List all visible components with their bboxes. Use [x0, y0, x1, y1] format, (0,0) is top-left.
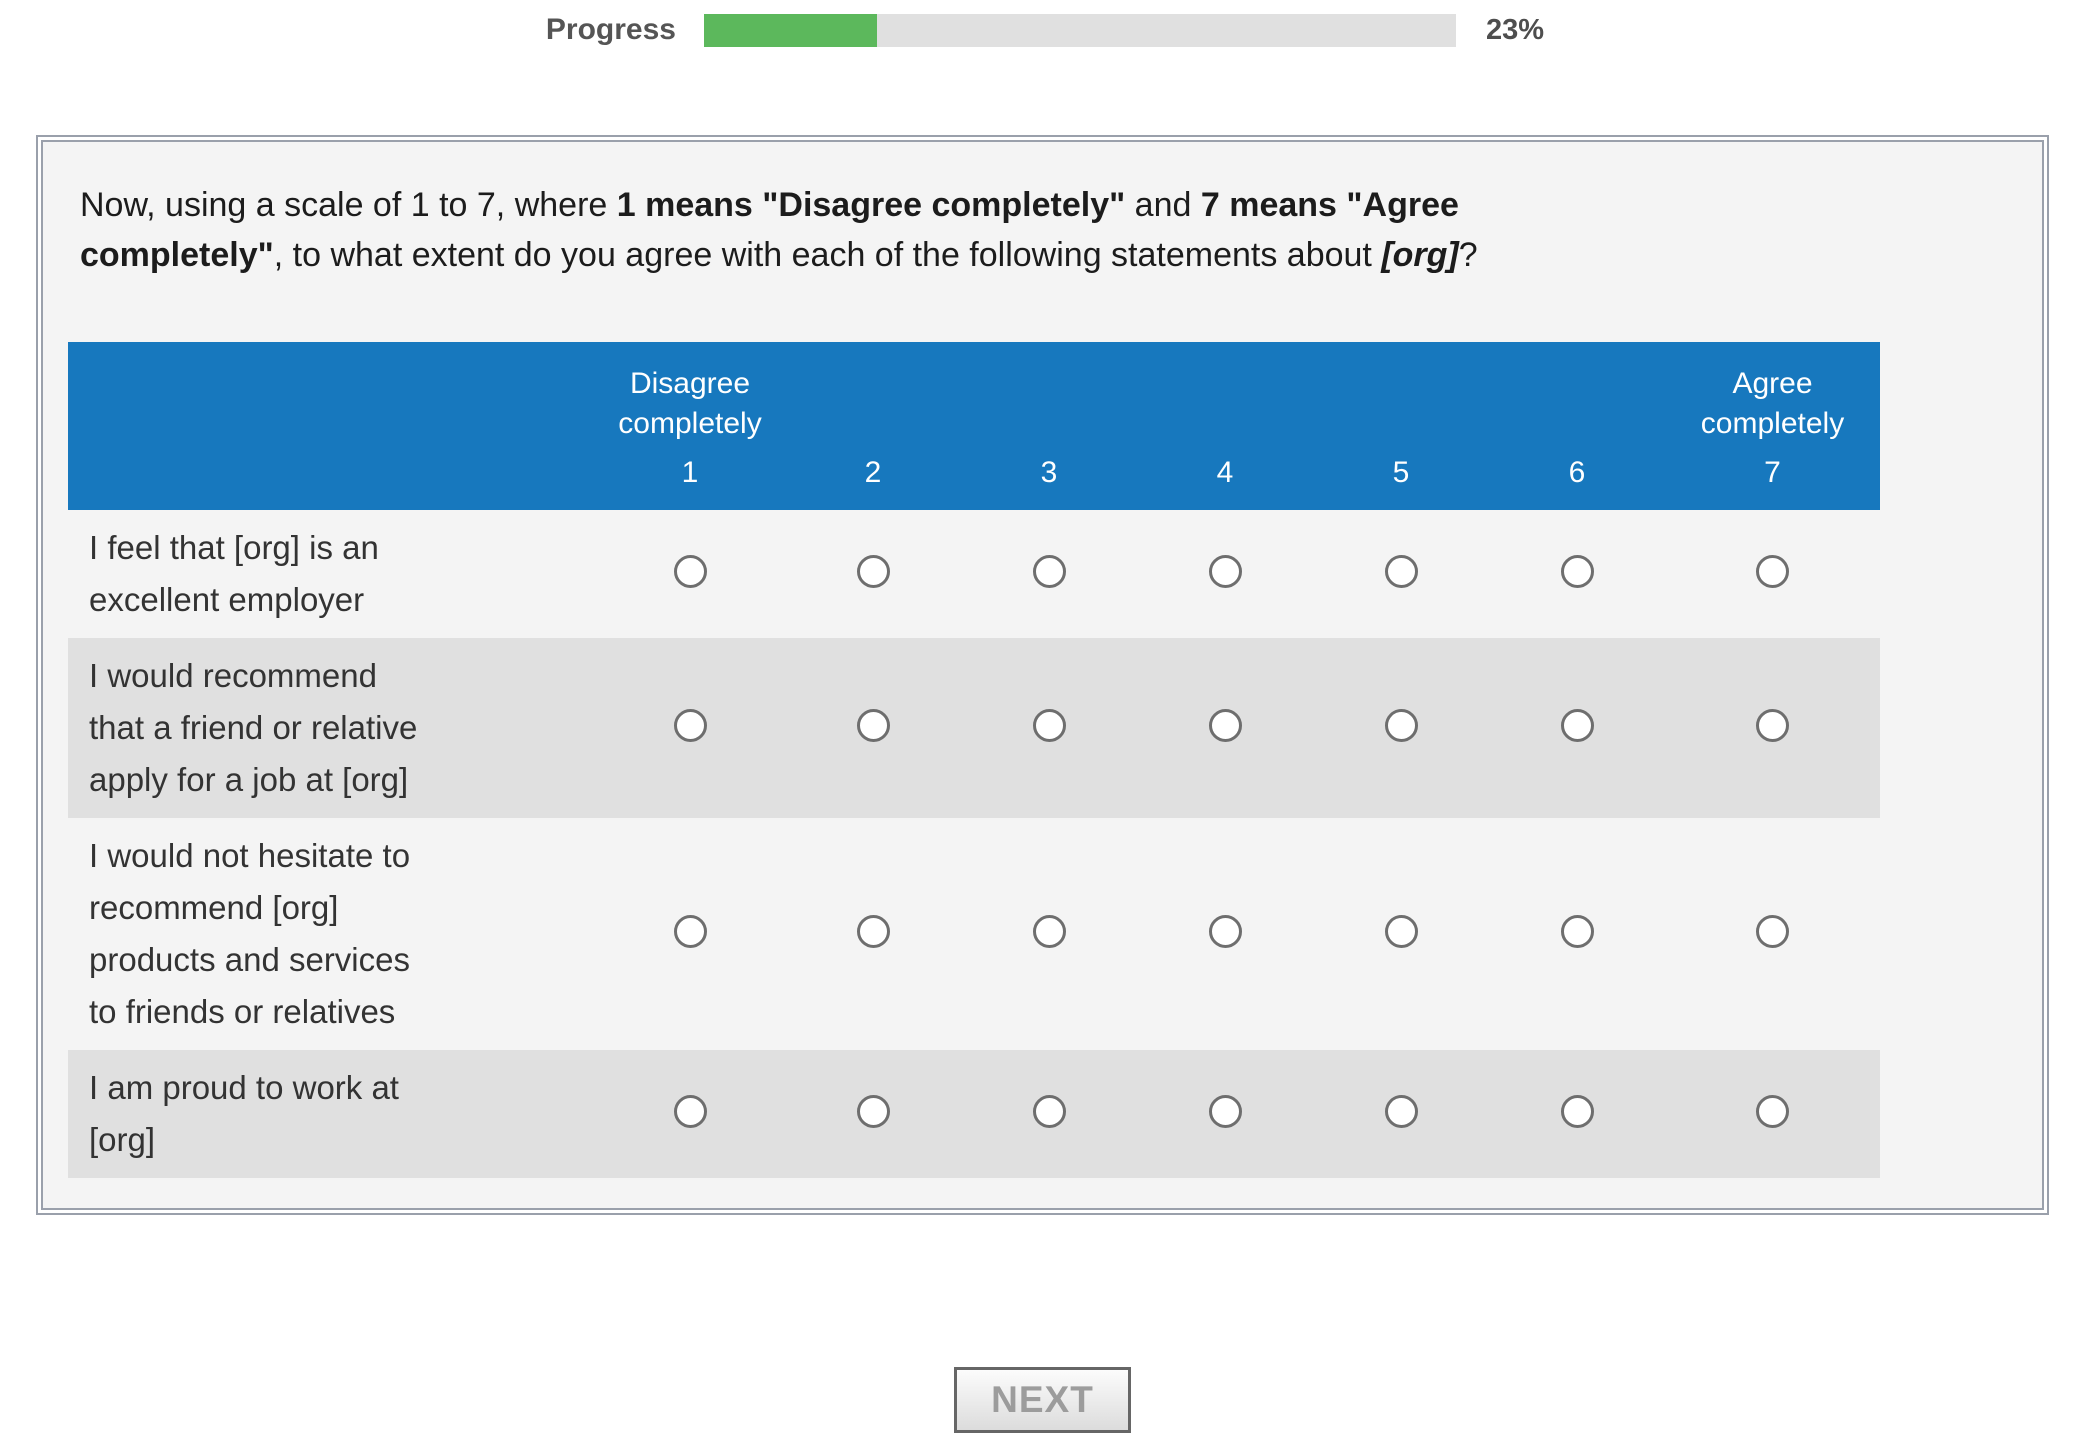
statement-column-header: [68, 342, 595, 444]
radio-cell: [595, 818, 785, 1050]
radio-cell: [1137, 638, 1313, 818]
statement-column-header: [68, 444, 595, 510]
radio-cell: [1665, 1050, 1880, 1178]
radio-button[interactable]: [1384, 709, 1418, 742]
radio-cell: [785, 638, 961, 818]
radio-button[interactable]: [1384, 915, 1418, 948]
scale-label-spacer: [1313, 342, 1489, 444]
radio-button[interactable]: [1208, 709, 1242, 742]
radio-button[interactable]: [1560, 1095, 1594, 1128]
scale-label-spacer: [785, 342, 961, 444]
radio-button[interactable]: [1032, 555, 1066, 588]
scale-point-header: 6: [1489, 444, 1665, 510]
scale-max-label: Agree completely: [1665, 342, 1880, 444]
radio-button[interactable]: [1560, 915, 1594, 948]
radio-button[interactable]: [1560, 709, 1594, 742]
radio-button[interactable]: [1208, 915, 1242, 948]
radio-cell: [1313, 638, 1489, 818]
radio-button[interactable]: [673, 1095, 707, 1128]
radio-cell: [595, 510, 785, 638]
radio-cell: [1313, 1050, 1489, 1178]
radio-button[interactable]: [1208, 555, 1242, 588]
progress-percent: 23%: [1486, 13, 1545, 46]
scale-point-header: 7: [1665, 444, 1880, 510]
radio-cell: [1137, 1050, 1313, 1178]
radio-button[interactable]: [856, 1095, 890, 1128]
scale-point-header: 2: [785, 444, 961, 510]
radio-button[interactable]: [673, 915, 707, 948]
scale-label-spacer: [961, 342, 1137, 444]
radio-button[interactable]: [1032, 1095, 1066, 1128]
radio-cell: [785, 818, 961, 1050]
scale-point-header: 3: [961, 444, 1137, 510]
radio-cell: [1137, 510, 1313, 638]
radio-cell: [1137, 818, 1313, 1050]
progress-bar-row: Progress 23%: [0, 0, 2085, 47]
radio-button[interactable]: [856, 555, 890, 588]
radio-cell: [961, 510, 1137, 638]
grid-header: Disagree completely Agree completely 1 2 3 4 5…: [68, 342, 1880, 510]
radio-button[interactable]: [856, 709, 890, 742]
next-button[interactable]: NEXT: [954, 1367, 1131, 1433]
statement-row: I would recommend that a friend or relati…: [68, 638, 1880, 818]
progress-label: Progress: [545, 13, 676, 46]
radio-button[interactable]: [1384, 1095, 1418, 1128]
radio-cell: [785, 1050, 961, 1178]
radio-cell: [1489, 510, 1665, 638]
grid-body: I feel that [org] is an excellent employe…: [68, 510, 1880, 1178]
survey-panel-inner: Now, using a scale of 1 to 7, where 1 me…: [41, 140, 2044, 1210]
radio-cell: [1313, 510, 1489, 638]
radio-button[interactable]: [1032, 709, 1066, 742]
radio-button[interactable]: [1560, 555, 1594, 588]
scale-point-header: 4: [1137, 444, 1313, 510]
statement-text: I feel that [org] is an excellent employe…: [89, 529, 379, 618]
radio-cell: [961, 638, 1137, 818]
radio-cell: [961, 1050, 1137, 1178]
statement-text: I would not hesitate to recommend [org] pr…: [89, 837, 411, 1030]
radio-cell: [785, 510, 961, 638]
statement-row: I feel that [org] is an excellent employe…: [68, 510, 1880, 638]
radio-button[interactable]: [856, 915, 890, 948]
radio-cell: [961, 818, 1137, 1050]
scale-min-label: Disagree completely: [595, 342, 785, 444]
statement-row: I am proud to work at [org]: [68, 1050, 1880, 1178]
radio-cell: [595, 1050, 785, 1178]
progress-fill: [704, 13, 877, 47]
radio-cell: [595, 638, 785, 818]
scale-point-header: 5: [1313, 444, 1489, 510]
radio-cell: [1665, 510, 1880, 638]
likert-grid: Disagree completely Agree completely 1 2 3 4 5…: [68, 342, 1880, 1178]
radio-cell: [1489, 638, 1665, 818]
survey-panel: Now, using a scale of 1 to 7, where 1 me…: [36, 135, 2049, 1215]
radio-button[interactable]: [673, 709, 707, 742]
radio-button[interactable]: [1032, 915, 1066, 948]
radio-button[interactable]: [1756, 1095, 1789, 1128]
radio-button[interactable]: [1208, 1095, 1242, 1128]
radio-button[interactable]: [1756, 555, 1789, 588]
radio-cell: [1313, 818, 1489, 1050]
radio-cell: [1489, 818, 1665, 1050]
radio-cell: [1665, 638, 1880, 818]
radio-cell: [1665, 818, 1880, 1050]
question-text: Now, using a scale of 1 to 7, where 1 me…: [80, 186, 1478, 274]
scale-point-header: 1: [595, 444, 785, 510]
radio-button[interactable]: [1756, 709, 1789, 742]
radio-button[interactable]: [1756, 915, 1789, 948]
statement-text: I would recommend that a friend or relati…: [89, 657, 418, 798]
scale-label-spacer: [1489, 342, 1665, 444]
radio-button[interactable]: [1384, 555, 1418, 588]
radio-cell: [1489, 1050, 1665, 1178]
scale-label-spacer: [1137, 342, 1313, 444]
progress-track: [704, 13, 1456, 47]
statement-text: I am proud to work at [org]: [89, 1069, 399, 1158]
next-button-row: NEXT: [0, 1367, 2085, 1447]
statement-row: I would not hesitate to recommend [org] pr…: [68, 818, 1880, 1050]
radio-button[interactable]: [673, 555, 707, 588]
